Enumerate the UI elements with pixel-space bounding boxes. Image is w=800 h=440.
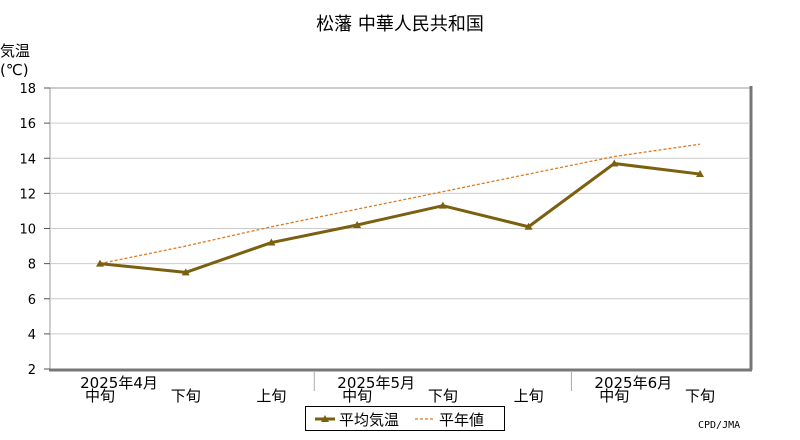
data-point-avg: [524, 222, 533, 230]
chart-title: 松藩 中華人民共和国: [316, 14, 484, 35]
y-axis-label: 気温 (℃): [0, 42, 30, 80]
data-point-avg: [181, 268, 190, 276]
credit-text: CPD/JMA: [698, 420, 741, 431]
data-point-avg: [438, 201, 447, 209]
month-label: 2025年4月: [80, 374, 158, 392]
y-tick-label: 4: [28, 328, 36, 343]
x-tick-label: 下旬: [171, 387, 201, 405]
month-label: 2025年5月: [337, 374, 415, 392]
y-tick-label: 16: [19, 117, 36, 132]
legend-item-avg: 平均気温: [314, 409, 399, 429]
legend-avg-label: 平均気温: [339, 410, 400, 429]
legend-avg-swatch: [315, 415, 335, 422]
x-tick-label: 中旬: [85, 387, 115, 405]
legend-normal-swatch: [415, 418, 435, 420]
y-tick-label: 12: [19, 187, 36, 202]
series-line-normal: [99, 143, 701, 265]
data-point-avg: [610, 159, 619, 167]
chart-legend: 平均気温 平年値: [305, 406, 505, 431]
y-axis-label-name: 気温: [0, 42, 31, 60]
data-point-avg: [96, 259, 104, 267]
data-point-avg: [267, 238, 276, 246]
x-tick-label: 下旬: [685, 387, 715, 405]
x-tick-label: 中旬: [599, 387, 629, 405]
x-tick-label: 中旬: [342, 387, 372, 405]
y-tick-label: 2: [28, 363, 36, 378]
series-line-avg: [99, 162, 701, 274]
y-tick-label: 8: [28, 258, 36, 273]
y-tick-label: 18: [19, 82, 36, 97]
y-tick-label: 6: [28, 293, 36, 308]
y-axis-label-unit: (℃): [0, 61, 29, 79]
data-point-avg: [353, 220, 362, 228]
x-tick-label: 上旬: [256, 387, 286, 405]
y-tick-label: 14: [19, 152, 36, 167]
y-tick-label: 10: [19, 223, 36, 238]
month-label: 2025年6月: [594, 374, 672, 392]
data-point-avg: [696, 170, 704, 178]
x-tick-label: 上旬: [514, 387, 544, 405]
x-tick-label: 下旬: [428, 387, 458, 405]
legend-item-normal: 平年値: [414, 409, 484, 429]
legend-normal-label: 平年値: [439, 410, 485, 429]
